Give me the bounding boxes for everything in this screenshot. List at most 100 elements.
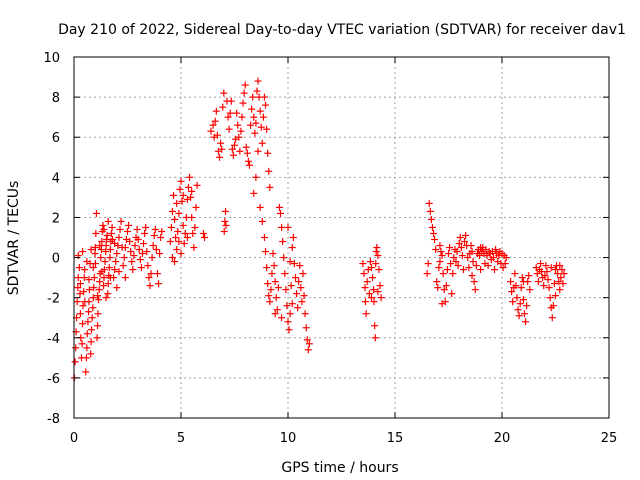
plot-frame xyxy=(73,56,610,419)
data-point xyxy=(305,340,313,348)
data-point xyxy=(125,221,133,229)
data-point xyxy=(262,101,270,109)
data-point xyxy=(76,290,84,298)
data-point xyxy=(82,354,90,362)
x-tick-label: 20 xyxy=(494,431,511,446)
data-point xyxy=(369,274,377,282)
data-point xyxy=(102,242,110,250)
data-point xyxy=(168,207,176,215)
data-point xyxy=(274,284,282,292)
data-point xyxy=(435,264,443,272)
data-point xyxy=(211,117,219,125)
data-point xyxy=(265,167,273,175)
data-point xyxy=(256,107,264,115)
data-point xyxy=(207,127,215,135)
data-point xyxy=(501,260,509,268)
data-point xyxy=(556,262,564,270)
data-point xyxy=(220,227,228,235)
data-point xyxy=(454,262,462,270)
data-point xyxy=(304,346,312,354)
data-point xyxy=(254,147,262,155)
data-point xyxy=(367,264,375,272)
data-point xyxy=(471,286,479,294)
data-point xyxy=(431,236,439,244)
data-point xyxy=(250,189,258,197)
data-point xyxy=(113,250,121,258)
data-point xyxy=(544,276,552,284)
data-point xyxy=(559,280,567,288)
data-point xyxy=(212,107,220,115)
data-point xyxy=(523,302,531,310)
data-point xyxy=(218,145,226,153)
data-point xyxy=(81,266,89,274)
data-point xyxy=(96,278,104,286)
data-point xyxy=(108,223,116,231)
data-point xyxy=(186,173,194,181)
data-point xyxy=(117,217,125,225)
data-point xyxy=(259,113,267,121)
data-point xyxy=(138,250,146,258)
data-point xyxy=(87,246,95,254)
data-point xyxy=(455,240,463,248)
data-point xyxy=(90,284,98,292)
data-point xyxy=(465,264,473,272)
data-point xyxy=(509,298,517,306)
data-point xyxy=(235,133,243,141)
data-point xyxy=(228,145,236,153)
data-point xyxy=(247,121,255,129)
data-point xyxy=(526,286,534,294)
data-point xyxy=(371,334,379,342)
y-tick-label: -8 xyxy=(47,412,60,427)
data-point xyxy=(127,248,135,256)
data-point xyxy=(79,320,87,328)
data-point xyxy=(249,93,257,101)
data-point xyxy=(226,109,234,117)
data-point xyxy=(554,270,562,278)
data-point xyxy=(370,286,378,294)
data-point xyxy=(557,274,565,282)
data-point xyxy=(263,125,271,133)
data-point xyxy=(75,264,83,272)
data-point xyxy=(428,223,436,231)
data-point xyxy=(359,260,367,268)
data-point xyxy=(476,252,484,260)
data-point xyxy=(267,286,275,294)
data-point xyxy=(272,294,280,302)
data-point xyxy=(477,266,485,274)
data-point xyxy=(254,77,262,85)
data-point xyxy=(507,278,515,286)
data-point xyxy=(96,242,104,250)
data-point xyxy=(279,238,287,246)
data-point xyxy=(134,236,142,244)
data-point xyxy=(268,270,276,278)
data-point xyxy=(296,262,304,270)
data-point xyxy=(545,284,553,292)
data-point xyxy=(209,121,217,129)
data-point xyxy=(121,274,129,282)
data-point xyxy=(128,258,136,266)
data-point xyxy=(423,270,431,278)
data-point xyxy=(271,278,279,286)
data-point xyxy=(377,294,385,302)
data-point xyxy=(89,294,97,302)
x-tick-label: 0 xyxy=(70,431,78,446)
data-point xyxy=(541,272,549,280)
data-point xyxy=(94,310,102,318)
data-point xyxy=(100,282,108,290)
data-point xyxy=(517,284,525,292)
data-point xyxy=(106,254,114,262)
data-point xyxy=(430,229,438,237)
data-point xyxy=(271,310,279,318)
data-point xyxy=(100,274,108,282)
data-point xyxy=(522,318,530,326)
data-point xyxy=(225,125,233,133)
data-point xyxy=(191,223,199,231)
data-point xyxy=(300,292,308,300)
data-point xyxy=(432,246,440,254)
data-point xyxy=(285,326,293,334)
y-axis-label: SDTVAR / TECUs xyxy=(6,181,22,296)
data-point xyxy=(266,183,274,191)
data-points xyxy=(70,77,568,382)
y-tick-label: 8 xyxy=(52,91,60,106)
